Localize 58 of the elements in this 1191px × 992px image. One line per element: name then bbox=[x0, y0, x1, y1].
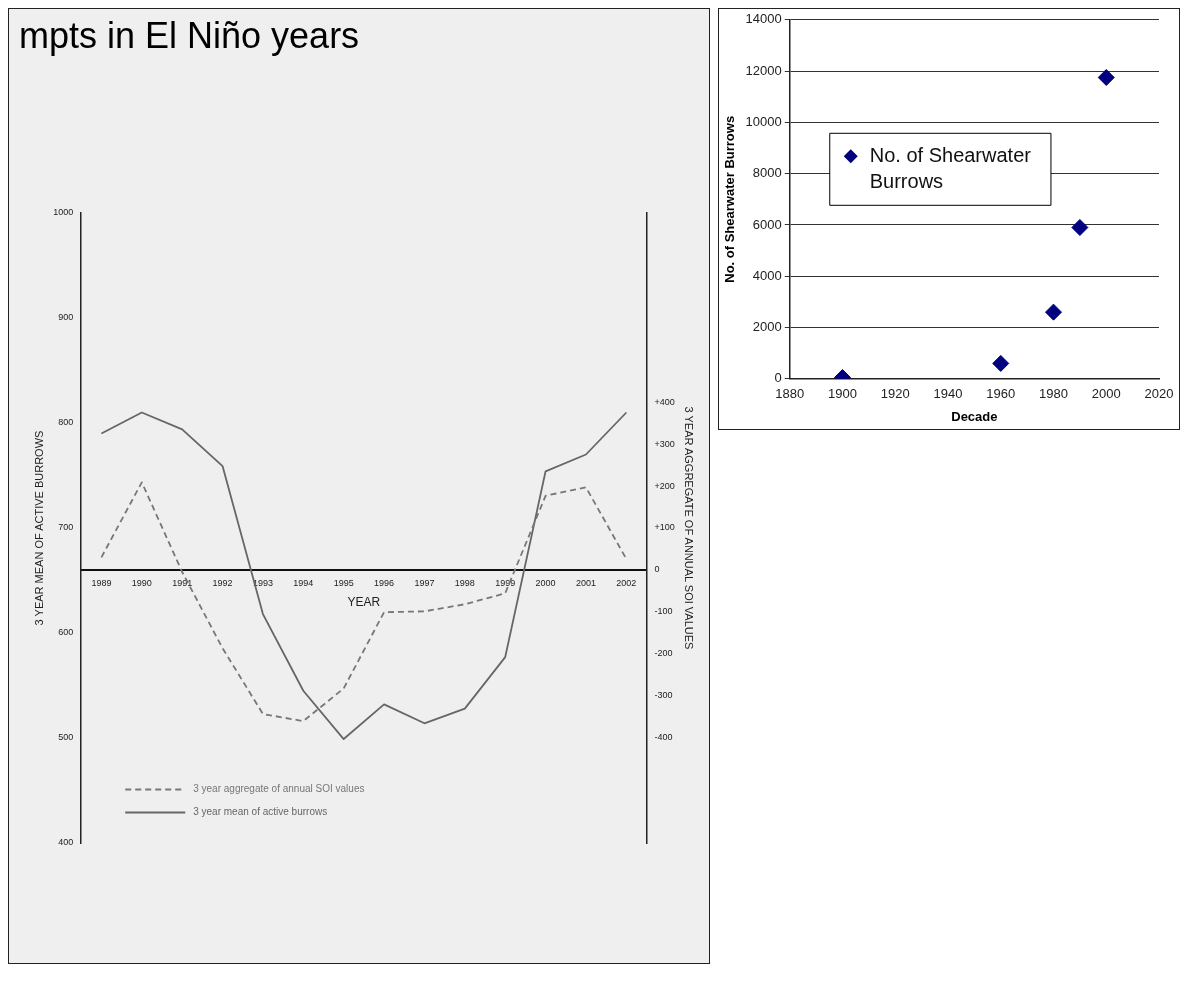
y-tick-label: 10000 bbox=[745, 113, 782, 129]
y-tick-label: 700 bbox=[58, 522, 74, 533]
x-axis-title: Decade bbox=[951, 408, 998, 424]
point bbox=[1071, 219, 1089, 237]
y2-tick-label: -400 bbox=[654, 731, 673, 742]
y-tick-label: 2000 bbox=[752, 319, 782, 335]
point bbox=[992, 354, 1010, 372]
y-tick-label: 14000 bbox=[745, 11, 782, 27]
y-tick-label: 400 bbox=[58, 837, 74, 848]
point bbox=[1045, 303, 1062, 321]
y-tick-label: 6000 bbox=[752, 216, 782, 232]
y-tick-label: 8000 bbox=[752, 165, 782, 181]
x-tick-label: 1880 bbox=[775, 386, 805, 402]
text: 3 year mean of active burrows bbox=[193, 806, 328, 818]
y2-axis-title: 3 YEAR AGGREGATE OF ANNUAL SOI VALUES bbox=[683, 406, 696, 650]
y-axis-title: 3 YEAR MEAN OF ACTIVE BURROWS bbox=[32, 430, 45, 626]
y2-tick-label: +100 bbox=[654, 522, 675, 533]
x-tick-label: 1920 bbox=[880, 386, 910, 402]
y2-tick-label: +400 bbox=[654, 396, 675, 407]
x-tick-label: 1992 bbox=[212, 577, 233, 588]
x-tick-label: 1997 bbox=[414, 577, 435, 588]
y-tick-label: 900 bbox=[58, 312, 74, 323]
y-tick-label: 4000 bbox=[752, 267, 782, 283]
x-tick-label: 1990 bbox=[131, 577, 152, 588]
y-tick-label: 0 bbox=[774, 370, 782, 386]
point bbox=[1097, 69, 1115, 86]
x-tick-label: 1996 bbox=[374, 577, 395, 588]
x-tick-label: 1900 bbox=[828, 386, 857, 402]
x-tick-label: 2000 bbox=[1091, 386, 1121, 402]
x-tick-label: 2020 bbox=[1144, 386, 1174, 402]
y2-tick-label: -300 bbox=[654, 690, 673, 701]
x-tick-label: 1999 bbox=[495, 577, 516, 588]
chart-title: mpts in El Niño years bbox=[18, 14, 361, 58]
y-tick-label: 500 bbox=[58, 732, 74, 743]
y2-tick-label: 0 bbox=[654, 564, 660, 575]
y-axis-title: No. of Shearwater Burrows bbox=[722, 115, 738, 283]
x-tick-label: 1998 bbox=[454, 577, 475, 588]
y2-tick-label: +200 bbox=[654, 480, 675, 491]
x-tick-label: 2002 bbox=[616, 577, 637, 588]
y2-tick-label: +300 bbox=[654, 438, 675, 449]
y-tick-label: 1000 bbox=[53, 207, 74, 218]
y2-tick-label: -200 bbox=[654, 648, 673, 659]
x-tick-label: 1980 bbox=[1039, 386, 1068, 402]
y-tick-label: 800 bbox=[58, 417, 74, 428]
y-tick-label: 600 bbox=[58, 627, 74, 638]
legend-label: No. of Shearwater Burrows bbox=[869, 143, 1032, 192]
y-tick-label: 12000 bbox=[745, 62, 782, 78]
y2-tick-label: -100 bbox=[654, 606, 673, 617]
text: 3 year aggregate of annual SOI values bbox=[193, 783, 365, 795]
x-tick-label: 1940 bbox=[933, 386, 963, 402]
x-tick-label: 1994 bbox=[293, 577, 314, 588]
x-tick-label: 1991 bbox=[172, 577, 193, 588]
x-tick-label: 2001 bbox=[575, 577, 596, 588]
x-tick-label: 1995 bbox=[333, 577, 354, 588]
x-tick-label: 1989 bbox=[91, 577, 112, 588]
x-axis-title: YEAR bbox=[347, 595, 381, 610]
x-tick-label: 1960 bbox=[986, 386, 1016, 402]
x-tick-label: 2000 bbox=[535, 577, 556, 588]
